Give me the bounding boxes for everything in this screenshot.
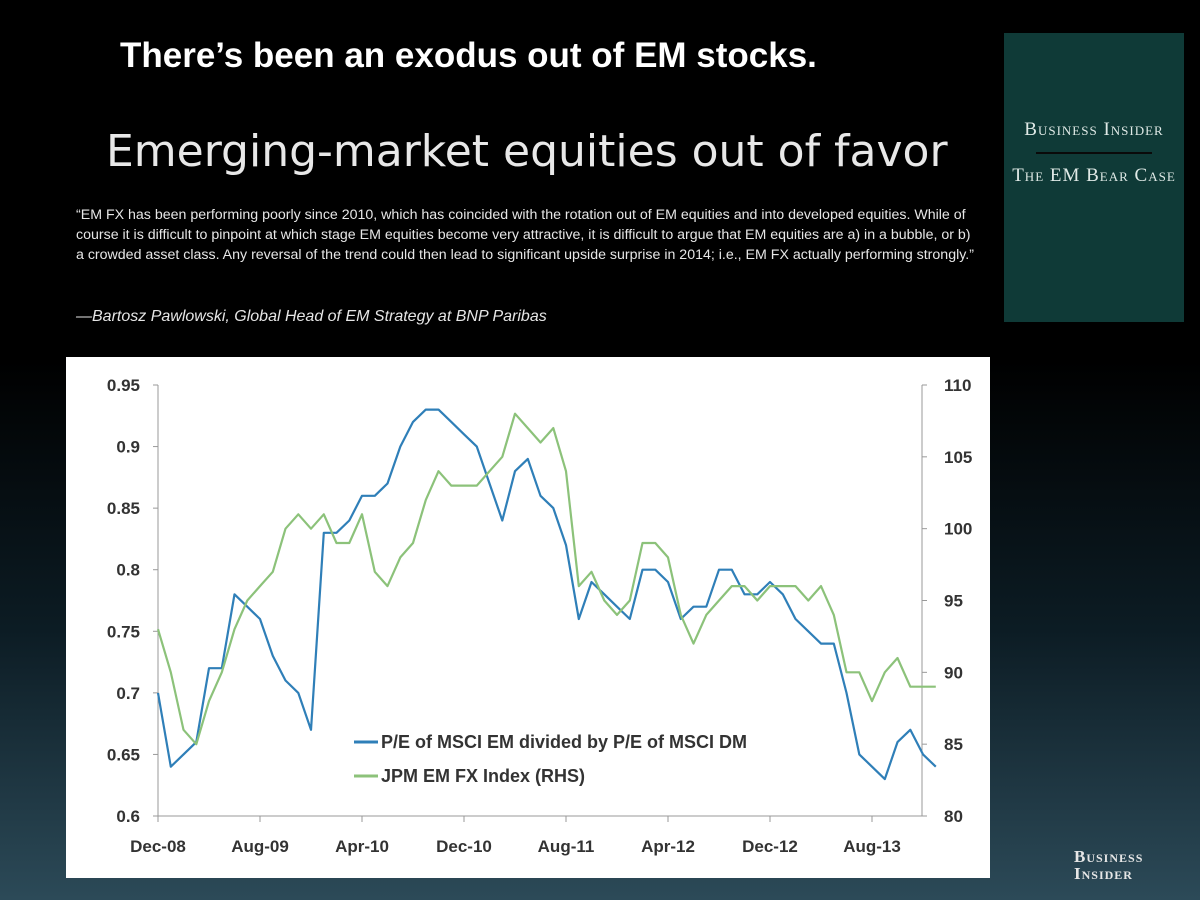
y-tick-label: 0.75: [107, 622, 140, 641]
x-tick-label: Apr-10: [335, 837, 389, 856]
side-panel-divider: [1036, 152, 1152, 154]
x-tick-label: Dec-12: [742, 837, 798, 856]
slide-subtitle: Emerging-market equities out of favor: [106, 126, 948, 177]
y-tick-label: 0.9: [116, 438, 140, 457]
x-tick-label: Apr-12: [641, 837, 695, 856]
series-line-pe-ratio: [156, 408, 937, 781]
legend-label: JPM EM FX Index (RHS): [381, 766, 585, 786]
y2-tick-label: 80: [944, 807, 963, 826]
side-panel: Business Insider The EM Bear Case: [1004, 33, 1184, 322]
quote-attribution: —Bartosz Pawlowski, Global Head of EM St…: [76, 308, 547, 325]
y-tick-label: 0.65: [107, 745, 140, 764]
y-tick-label: 0.7: [116, 684, 140, 703]
y2-tick-label: 90: [944, 663, 963, 682]
business-insider-logo: Business Insider: [1074, 847, 1144, 883]
side-panel-brand: Business Insider: [1024, 119, 1164, 140]
x-tick-label: Dec-10: [436, 837, 492, 856]
x-tick-label: Aug-11: [538, 837, 595, 856]
side-panel-topic: The EM Bear Case: [1012, 165, 1176, 186]
y2-tick-label: 105: [944, 448, 972, 467]
quote-text: “EM FX has been performing poorly since …: [76, 207, 974, 263]
y2-tick-label: 95: [944, 592, 963, 611]
x-tick-label: Aug-13: [843, 837, 901, 856]
x-tick-label: Aug-09: [231, 837, 289, 856]
series-line-em-fx-index: [156, 412, 936, 746]
x-tick-label: Dec-08: [130, 837, 186, 856]
y2-tick-label: 100: [944, 520, 972, 539]
y-tick-label: 0.95: [107, 376, 140, 395]
chart-container: 0.6 0.65 0.7 0.75 0.8 0.85 0.9 0.95 80 85 90 95 100 1…: [66, 357, 990, 878]
line-chart: 0.6 0.65 0.7 0.75 0.8 0.85 0.9 0.95 80 85 90 95 100 1…: [107, 376, 972, 856]
y-tick-label: 0.8: [116, 561, 140, 580]
y2-tick-label: 85: [944, 735, 963, 754]
y-tick-label: 0.6: [116, 807, 140, 826]
y-tick-label: 0.85: [107, 499, 140, 518]
legend-label: P/E of MSCI EM divided by P/E of MSCI DM: [381, 732, 747, 752]
slide-headline: There’s been an exodus out of EM stocks.: [120, 36, 817, 75]
y2-tick-label: 110: [944, 376, 971, 395]
